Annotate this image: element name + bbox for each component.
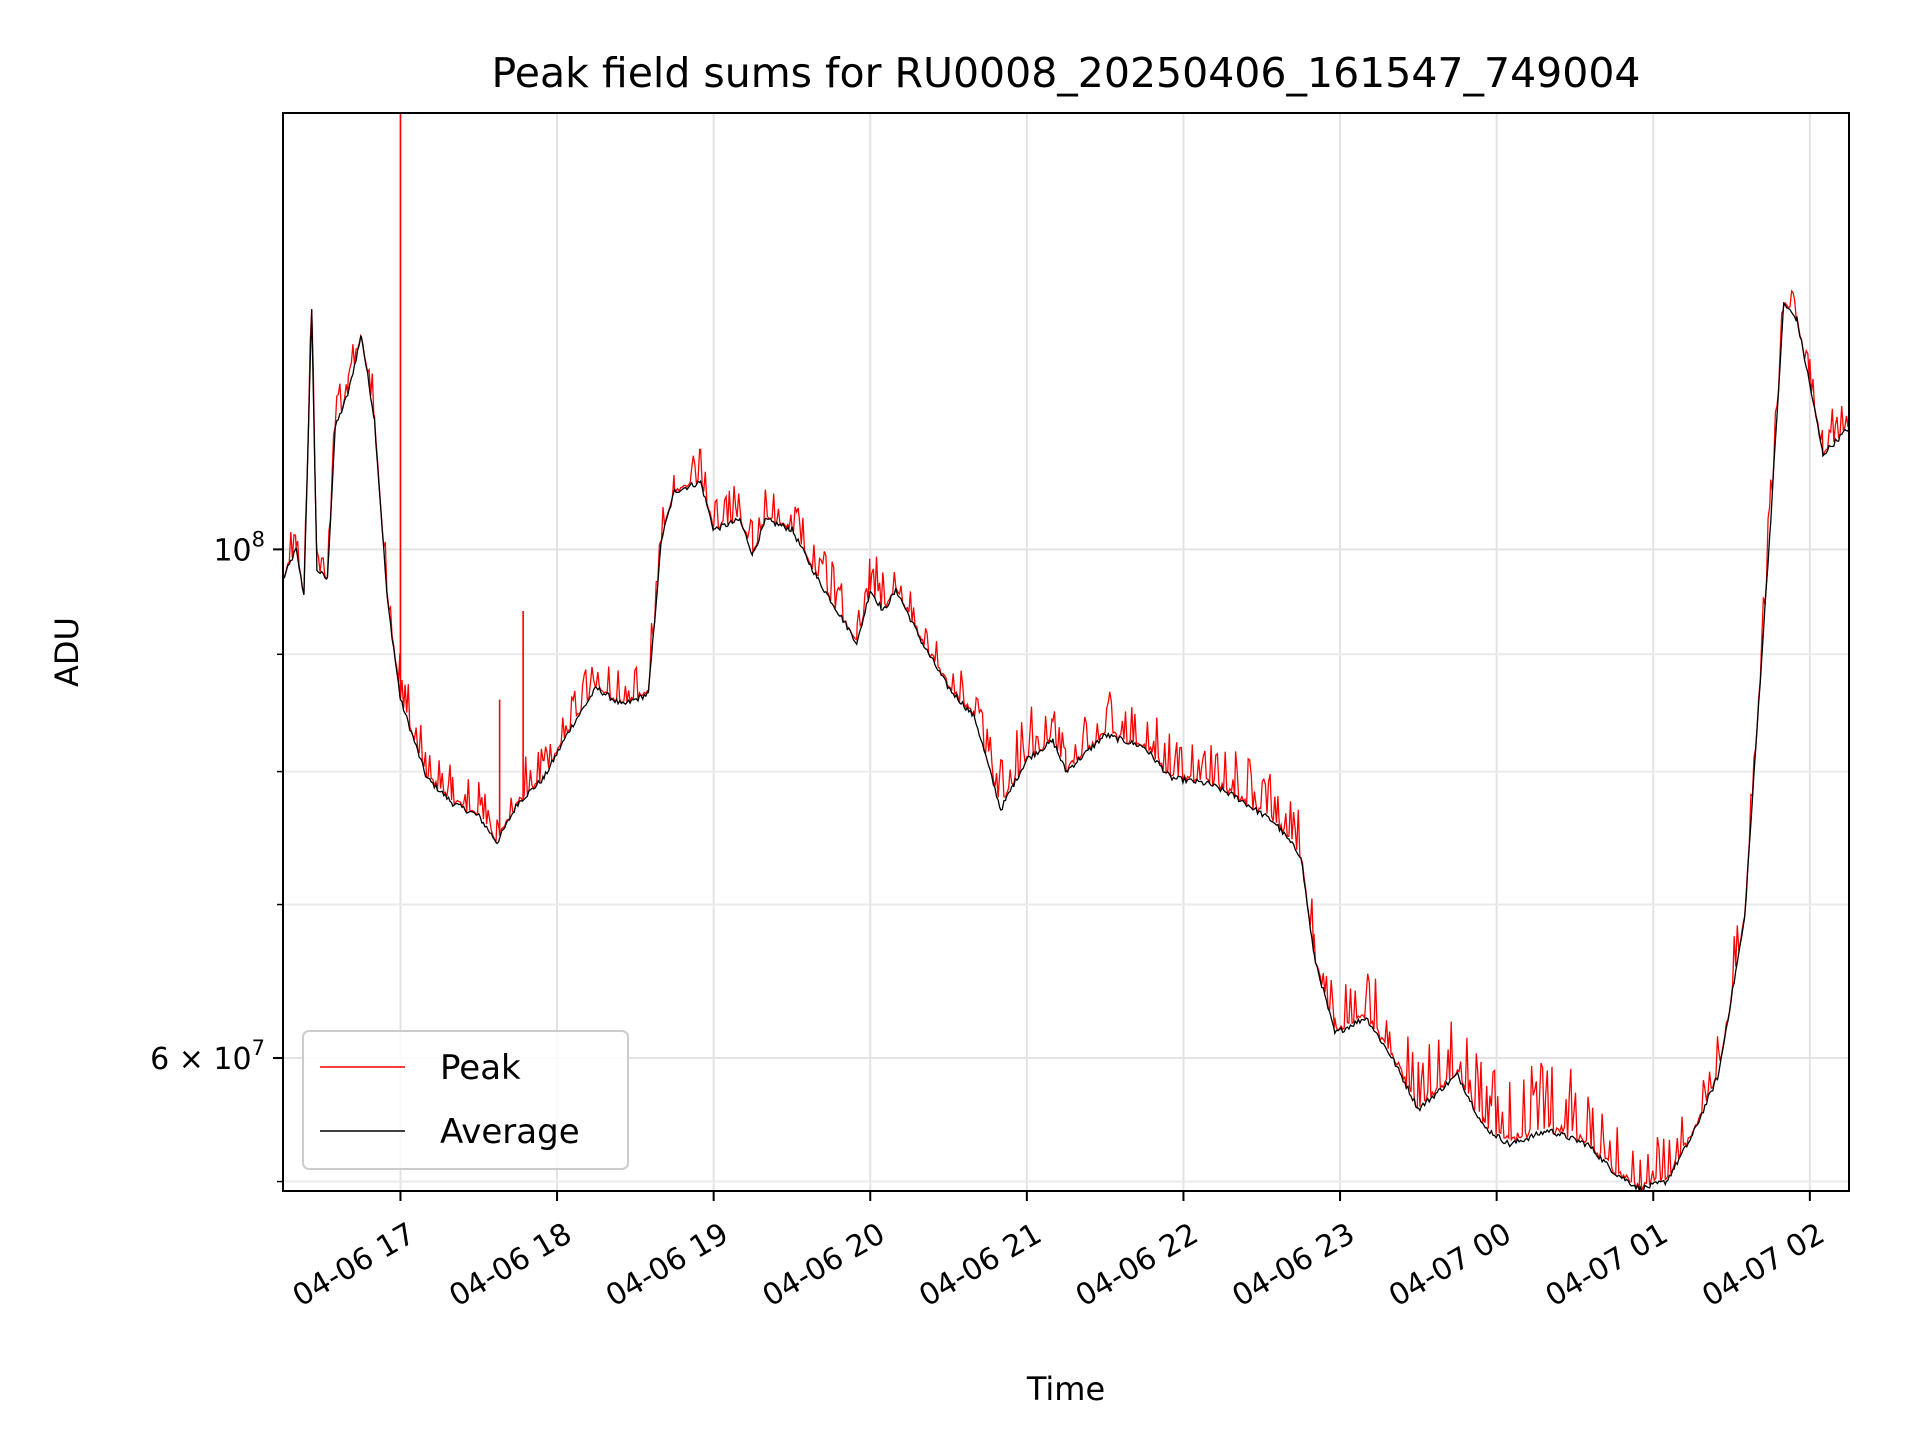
legend-label-peak: Peak — [440, 1048, 521, 1088]
chart-title: Peak field sums for RU0008_20250406_1615… — [491, 49, 1640, 97]
y-axis-label: ADU — [48, 617, 86, 687]
x-axis-label: Time — [1026, 1370, 1105, 1408]
y-tick-label: 6 × 107 — [150, 1036, 265, 1077]
legend: Peak Average — [302, 1030, 629, 1170]
series-peak-line — [283, 289, 1849, 1191]
legend-label-average: Average — [440, 1112, 580, 1152]
legend-box — [302, 1030, 629, 1170]
plot-frame — [282, 112, 1850, 1192]
series-average-line — [283, 301, 1849, 1191]
series-layer — [283, 113, 1849, 1191]
